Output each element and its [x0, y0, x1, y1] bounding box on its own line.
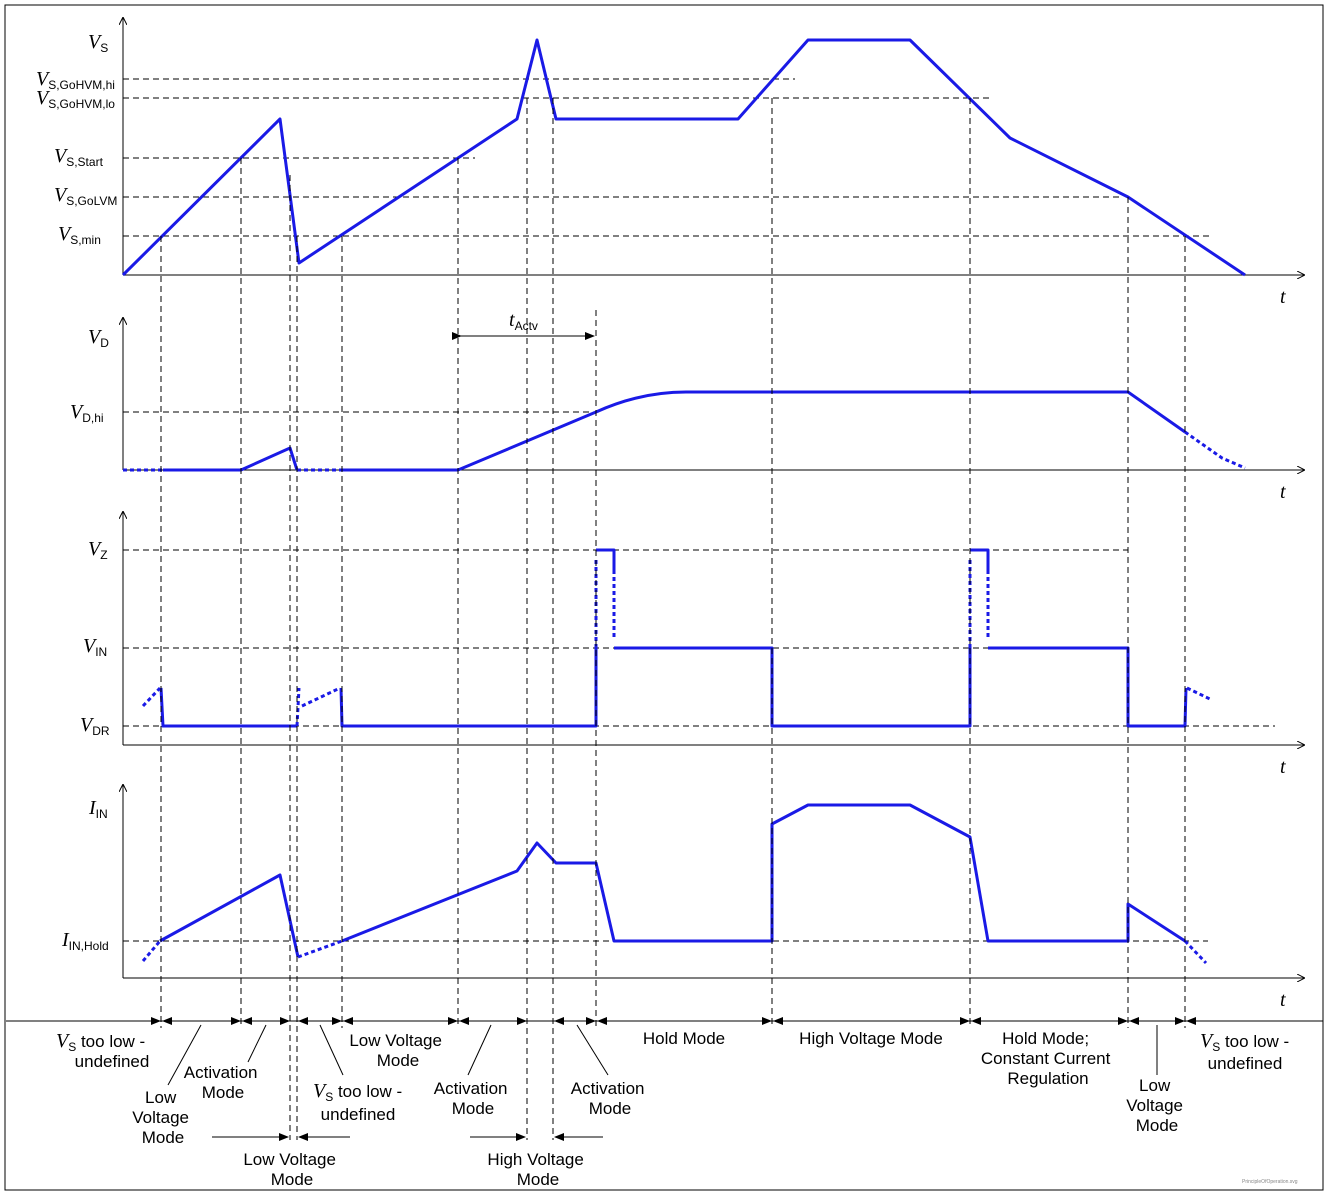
- t-actv-dimension: tActv: [452, 309, 595, 340]
- mode-undefined-2: VS too low -: [313, 1080, 402, 1104]
- mode-undefined-1: VS too low -: [56, 1030, 145, 1054]
- vs-gohvm-lo-label: VS,GoHVM,lo: [36, 87, 115, 111]
- vs-min-label: VS,min: [58, 223, 101, 247]
- time-markers: [160, 98, 1186, 1140]
- time-label: t: [1280, 286, 1286, 308]
- mode-undefined-2-line2: undefined: [321, 1105, 396, 1124]
- mode-timeline: VS too low - undefined Low Voltage Mode …: [6, 1017, 1323, 1189]
- panel-iin: IIN IIN,Hold t: [61, 785, 1304, 1011]
- frame-border: [4, 4, 1324, 1191]
- mode-low-voltage-4: Low Voltage Mode: [1126, 1076, 1187, 1135]
- vs-gohvm-hi-label: VS,GoHVM,hi: [36, 68, 115, 92]
- time-label-4: t: [1280, 989, 1286, 1011]
- panel-vd: VD VD,hi t: [70, 318, 1304, 503]
- mode-activation-2: Activation Mode: [434, 1079, 512, 1118]
- iin-hold-label: IIN,Hold: [61, 929, 109, 953]
- mode-low-voltage-2: Low Voltage Mode: [349, 1031, 446, 1070]
- mode-low-voltage-1: Low Voltage Mode: [132, 1088, 193, 1147]
- mode-undefined-3-line2: undefined: [1208, 1054, 1283, 1073]
- iin-axis-label: IIN: [88, 797, 108, 821]
- mode-activation-1: Activation Mode: [184, 1063, 262, 1102]
- vd-axis-label: VD: [88, 326, 109, 350]
- vs-start-label: VS,Start: [54, 145, 104, 169]
- vin-label: VIN: [83, 635, 107, 659]
- mode-high-voltage-2: High Voltage Mode: [799, 1029, 943, 1048]
- mode-undefined-3: VS too low -: [1200, 1030, 1289, 1054]
- mode-low-voltage-3: Low Voltage Mode: [243, 1150, 340, 1189]
- mode-hold-1: Hold Mode: [643, 1029, 725, 1048]
- t-actv-label: tActv: [509, 309, 538, 333]
- vdr-label: VDR: [80, 714, 110, 738]
- time-label-3: t: [1280, 756, 1286, 778]
- watermark: PrincipleOfOperation.svg: [1242, 1179, 1298, 1185]
- panel-vz: VZ VIN VDR t: [80, 512, 1304, 778]
- vs-waveform: [121, 38, 1246, 277]
- vs-golvm-label: VS,GoLVM: [54, 184, 117, 208]
- mode-hold-2: Hold Mode; Constant Current Regulation: [981, 1029, 1115, 1088]
- mode-high-voltage-1: High Voltage Mode: [487, 1150, 588, 1189]
- panel-vs: VS VS,GoHVM,hi VS,GoHVM,lo VS,Start VS,G…: [36, 18, 1304, 308]
- vd-hi-label: VD,hi: [70, 401, 104, 425]
- mode-undefined-1-line2: undefined: [75, 1052, 150, 1071]
- time-label-2: t: [1280, 481, 1286, 503]
- iin-waveform: [159, 873, 300, 958]
- vd-waveform: [163, 446, 299, 472]
- vz-label: VZ: [88, 538, 108, 562]
- vs-axis-label: VS: [88, 31, 108, 55]
- mode-activation-3: Activation Mode: [571, 1079, 649, 1118]
